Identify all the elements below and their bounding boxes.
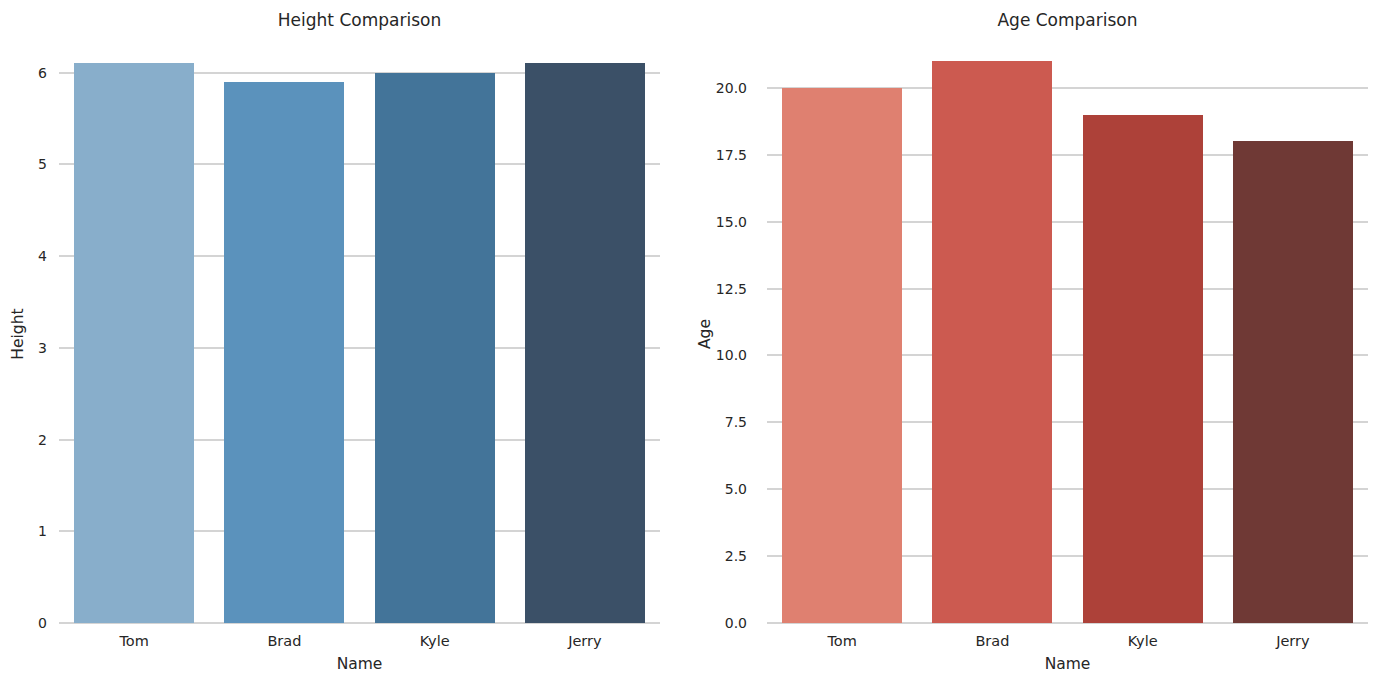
figure: Height Comparison Height Name 0 1 2 3 4 5 6 Tom… xyxy=(0,0,1389,690)
y-tick-label: 0.0 xyxy=(725,615,747,631)
bar-jerry xyxy=(525,63,645,623)
bar-brad xyxy=(932,61,1052,623)
y-tick-label: 6 xyxy=(38,65,47,81)
y-tick-label: 0 xyxy=(38,615,47,631)
plot-area xyxy=(767,45,1368,623)
y-axis-label: Age xyxy=(696,319,714,349)
y-tick-label: 7.5 xyxy=(725,414,747,430)
y-tick-label: 15.0 xyxy=(716,214,747,230)
plot-area xyxy=(59,45,660,623)
x-tick-label: Kyle xyxy=(420,633,450,649)
y-tick-label: 12.5 xyxy=(716,281,747,297)
chart-title: Height Comparison xyxy=(278,10,441,30)
x-tick-label: Jerry xyxy=(568,633,601,649)
y-tick-label: 3 xyxy=(38,340,47,356)
y-tick-label: 5 xyxy=(38,156,47,172)
y-tick-label: 4 xyxy=(38,248,47,264)
age-comparison-chart: Age Comparison Age Name 0.0 2.5 5.0 7.5 10.0… xyxy=(694,0,1389,690)
chart-title: Age Comparison xyxy=(997,10,1137,30)
x-axis-label: Name xyxy=(337,655,383,673)
y-tick-label: 20.0 xyxy=(716,80,747,96)
y-axis-label: Height xyxy=(9,308,27,359)
bar-kyle xyxy=(1083,115,1203,623)
bar-tom xyxy=(74,63,194,623)
height-comparison-chart: Height Comparison Height Name 0 1 2 3 4 5 6 Tom… xyxy=(0,0,694,690)
bar-tom xyxy=(782,88,902,623)
bar-brad xyxy=(224,82,344,623)
y-tick-label: 1 xyxy=(38,523,47,539)
y-tick-label: 2.5 xyxy=(725,548,747,564)
x-tick-label: Jerry xyxy=(1276,633,1309,649)
x-tick-label: Brad xyxy=(267,633,301,649)
x-axis-label: Name xyxy=(1045,655,1091,673)
x-tick-label: Tom xyxy=(119,633,148,649)
y-tick-label: 17.5 xyxy=(716,147,747,163)
bar-jerry xyxy=(1233,141,1353,623)
y-tick-label: 5.0 xyxy=(725,481,747,497)
y-tick-label: 10.0 xyxy=(716,347,747,363)
x-tick-label: Brad xyxy=(975,633,1009,649)
x-tick-label: Kyle xyxy=(1128,633,1158,649)
bar-kyle xyxy=(375,73,495,623)
x-tick-label: Tom xyxy=(827,633,856,649)
y-tick-label: 2 xyxy=(38,432,47,448)
